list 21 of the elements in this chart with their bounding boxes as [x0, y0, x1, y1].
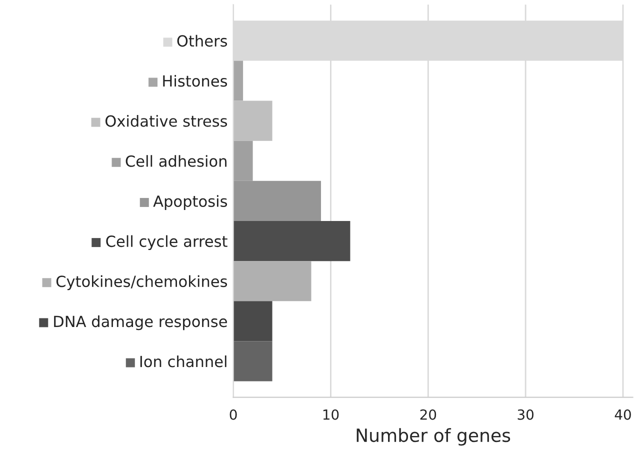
x-axis-title: Number of genes [356, 428, 510, 446]
y-tick-label: Others [177, 34, 228, 47]
y-tick-label: Apoptosis [153, 195, 228, 210]
x-tick-label: 10 [323, 409, 339, 420]
bar [233, 301, 272, 342]
bar [233, 221, 350, 262]
y-tick-label: Histones [163, 74, 228, 87]
x-tick-label: 30 [518, 409, 534, 420]
bar [233, 261, 312, 302]
y-tick-label: Cell adhesion [126, 155, 226, 167]
x-tick-label: 0 [230, 409, 237, 420]
x-tick-label: 20 [420, 409, 436, 420]
y-tick-label: Cytokines/chemokines [56, 275, 228, 290]
bar [233, 341, 272, 382]
y-tick-label: Cell cycle arrest [106, 235, 228, 250]
y-tick-label: DNA damage response [54, 315, 227, 330]
bar [233, 100, 272, 141]
x-tick-label: 40 [614, 409, 631, 420]
y-tick-label: Ion channel [140, 355, 226, 368]
y-tick-label: Oxidative stress [106, 115, 228, 127]
bar [233, 60, 244, 101]
